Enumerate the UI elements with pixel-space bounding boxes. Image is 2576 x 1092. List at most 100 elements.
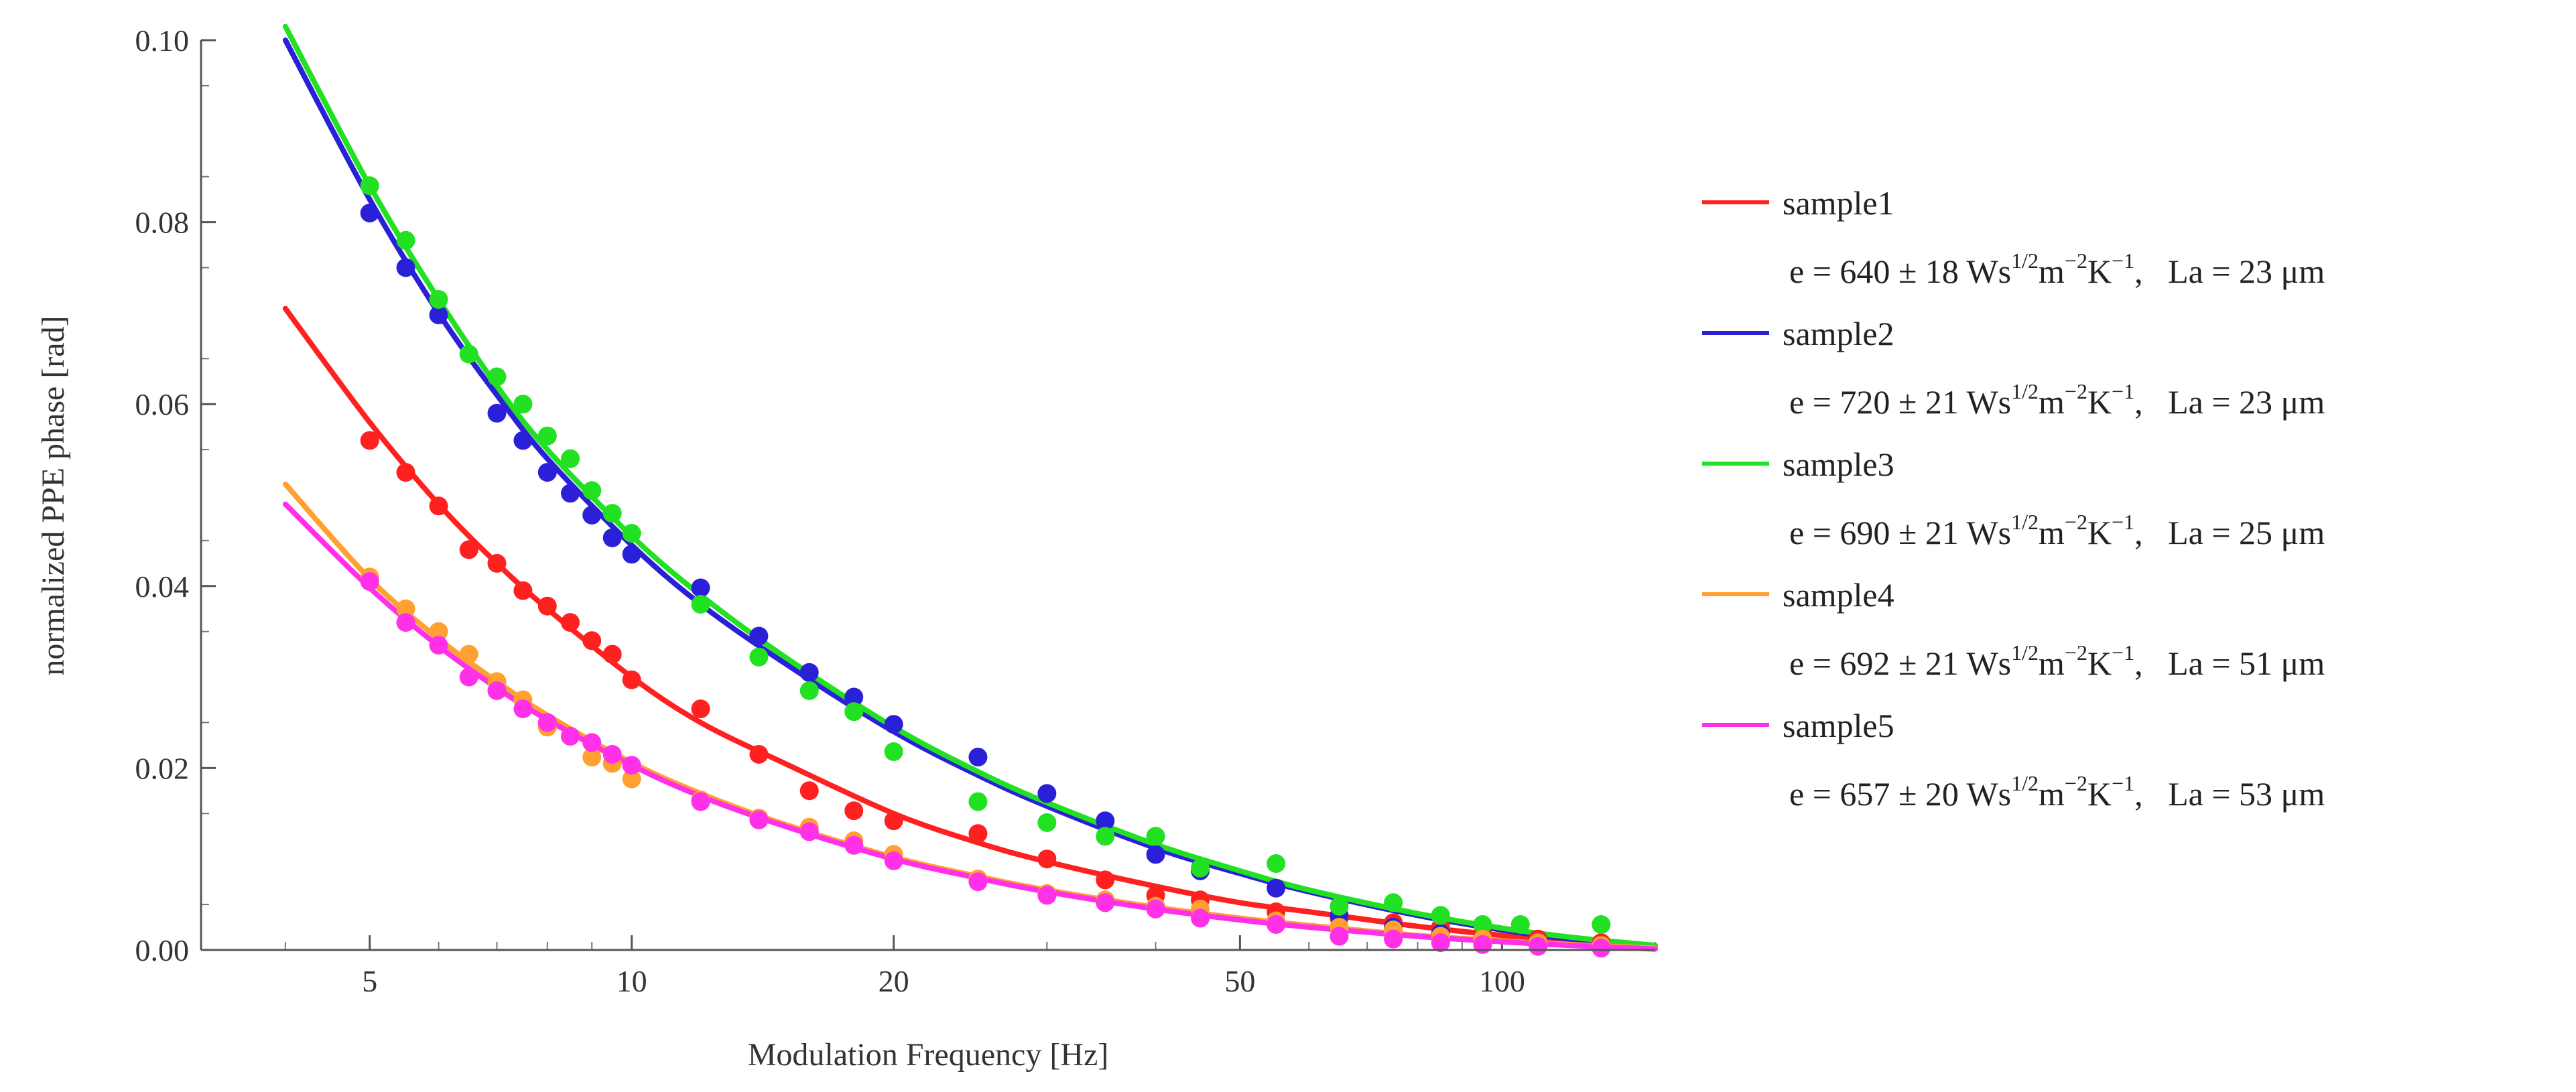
data-point-sample3 — [749, 647, 769, 667]
legend-superscript: −1 — [2112, 249, 2134, 273]
data-point-sample2 — [799, 663, 819, 682]
legend-text-part: K — [2087, 514, 2112, 551]
legend-text-part: μm — [2272, 383, 2325, 421]
legend-superscript: 1/2 — [2011, 249, 2039, 273]
data-point-sample2 — [1146, 845, 1165, 864]
y-tick-label: 0.02 — [135, 751, 190, 785]
legend-superscript: −2 — [2065, 771, 2087, 795]
legend-text-part: μm — [2272, 644, 2325, 682]
data-point-sample5 — [1473, 935, 1492, 954]
y-tick-label: 0.00 — [135, 933, 190, 967]
data-point-sample3 — [1330, 896, 1349, 916]
data-point-sample5 — [1267, 915, 1286, 934]
data-point-sample3 — [799, 681, 819, 700]
data-point-sample5 — [1191, 908, 1210, 928]
legend-text-part: 51 — [2239, 644, 2272, 682]
data-point-sample5 — [582, 733, 602, 752]
data-point-sample1 — [429, 496, 448, 516]
legend-text-part: μm — [2272, 253, 2325, 290]
data-point-sample1 — [1096, 870, 1115, 890]
data-point-sample2 — [537, 463, 557, 482]
data-point-sample5 — [1037, 886, 1057, 905]
legend-text-part: 692 — [1840, 644, 1890, 682]
data-point-sample2 — [622, 545, 641, 564]
plot-area: 0.00 0.02 0.04 0.06 0.08 0.10 5 10 20 50 100 — [135, 23, 1658, 998]
legend-text-part: 23 — [2239, 383, 2272, 421]
legend-label-sample5: sample5 — [1783, 707, 1894, 744]
fit-curves — [282, 23, 1658, 952]
data-point-sample3 — [1384, 893, 1403, 912]
data-point-sample3 — [1037, 813, 1057, 832]
data-point-sample3 — [691, 595, 710, 614]
data-point-sample3 — [1191, 858, 1210, 878]
data-point-sample5 — [487, 681, 507, 700]
legend-superscript: −1 — [2112, 640, 2134, 665]
legend-label-sample3: sample3 — [1783, 446, 1894, 483]
legend-text-part: 21 — [1925, 644, 1959, 682]
legend-text-part: 23 — [2239, 253, 2272, 290]
data-point-sample2 — [884, 715, 903, 734]
legend-text-part: ± — [1890, 514, 1925, 551]
data-point-sample5 — [799, 822, 819, 841]
data-point-sample2 — [360, 204, 379, 222]
data-point-sample5 — [968, 872, 988, 892]
legend-text-part: ± — [1890, 775, 1925, 813]
legend-text-part: m — [2039, 253, 2065, 290]
data-point-sample1 — [749, 745, 769, 764]
legend-text-part: e = — [1789, 775, 1840, 813]
legend-text-part: , La = — [2134, 383, 2239, 421]
legend-text-part: 18 — [1925, 253, 1959, 290]
legend-desc-sample2: e = 720 ± 21 Ws1/2m−2K−1, La = 23 μm — [1789, 379, 2325, 421]
data-point-sample1 — [561, 613, 580, 632]
data-point-sample3 — [622, 524, 641, 543]
legend-desc-sample3: e = 690 ± 21 Ws1/2m−2K−1, La = 25 μm — [1789, 510, 2325, 551]
data-point-sample5 — [622, 756, 641, 775]
legend-text-part: K — [2087, 775, 2112, 813]
legend-superscript: 1/2 — [2011, 379, 2039, 403]
data-point-sample3 — [537, 426, 557, 446]
data-point-sample2 — [1096, 811, 1115, 831]
legend-text-part: ± — [1890, 644, 1925, 682]
legend-superscript: 1/2 — [2011, 771, 2039, 795]
data-point-sample2 — [602, 528, 622, 547]
data-point-sample3 — [844, 702, 864, 722]
legend-superscript: −1 — [2112, 379, 2134, 403]
data-point-sample5 — [1431, 933, 1450, 953]
axis-ticks: 0.00 0.02 0.04 0.06 0.08 0.10 5 10 20 50 100 — [135, 23, 1656, 998]
data-point-sample5 — [459, 667, 478, 687]
legend-desc-sample4: e = 692 ± 21 Ws1/2m−2K−1, La = 51 μm — [1789, 640, 2325, 682]
legend-desc-sample5: e = 657 ± 20 Ws1/2m−2K−1, La = 53 μm — [1789, 771, 2325, 813]
legend-text-part: Ws — [1959, 514, 2011, 551]
x-tick-label: 10 — [617, 964, 647, 998]
data-point-sample2 — [396, 258, 415, 277]
legend-text-part: , La = — [2134, 644, 2239, 682]
legend-superscript: −2 — [2065, 640, 2087, 665]
legend-text-part: 690 — [1840, 514, 1890, 551]
data-point-sample5 — [749, 810, 769, 829]
legend-text-part: m — [2039, 644, 2065, 682]
data-points — [360, 176, 1611, 958]
legend-text-part: 657 — [1840, 775, 1890, 813]
legend-label-sample2: sample2 — [1783, 315, 1894, 352]
x-tick-label: 100 — [1479, 964, 1525, 998]
legend-superscript: 1/2 — [2011, 510, 2039, 534]
legend-superscript: −1 — [2112, 510, 2134, 534]
legend-text-part: Ws — [1959, 253, 2011, 290]
y-axis-label: normalized PPE phase [rad] — [36, 316, 71, 675]
legend-text-part: 640 — [1840, 253, 1890, 290]
x-tick-label: 50 — [1224, 964, 1255, 998]
data-point-sample3 — [884, 742, 903, 761]
data-point-sample1 — [884, 811, 903, 831]
data-point-sample1 — [537, 596, 557, 616]
data-point-sample4 — [459, 644, 478, 664]
data-point-sample3 — [561, 449, 580, 468]
data-point-sample5 — [602, 745, 622, 764]
data-point-sample3 — [582, 481, 602, 500]
data-point-sample5 — [429, 636, 448, 655]
legend-text-part: K — [2087, 253, 2112, 290]
fit-line-sample3 — [282, 23, 1658, 949]
data-point-sample4 — [429, 622, 448, 641]
data-point-sample1 — [582, 631, 602, 651]
data-point-sample5 — [1592, 939, 1611, 958]
